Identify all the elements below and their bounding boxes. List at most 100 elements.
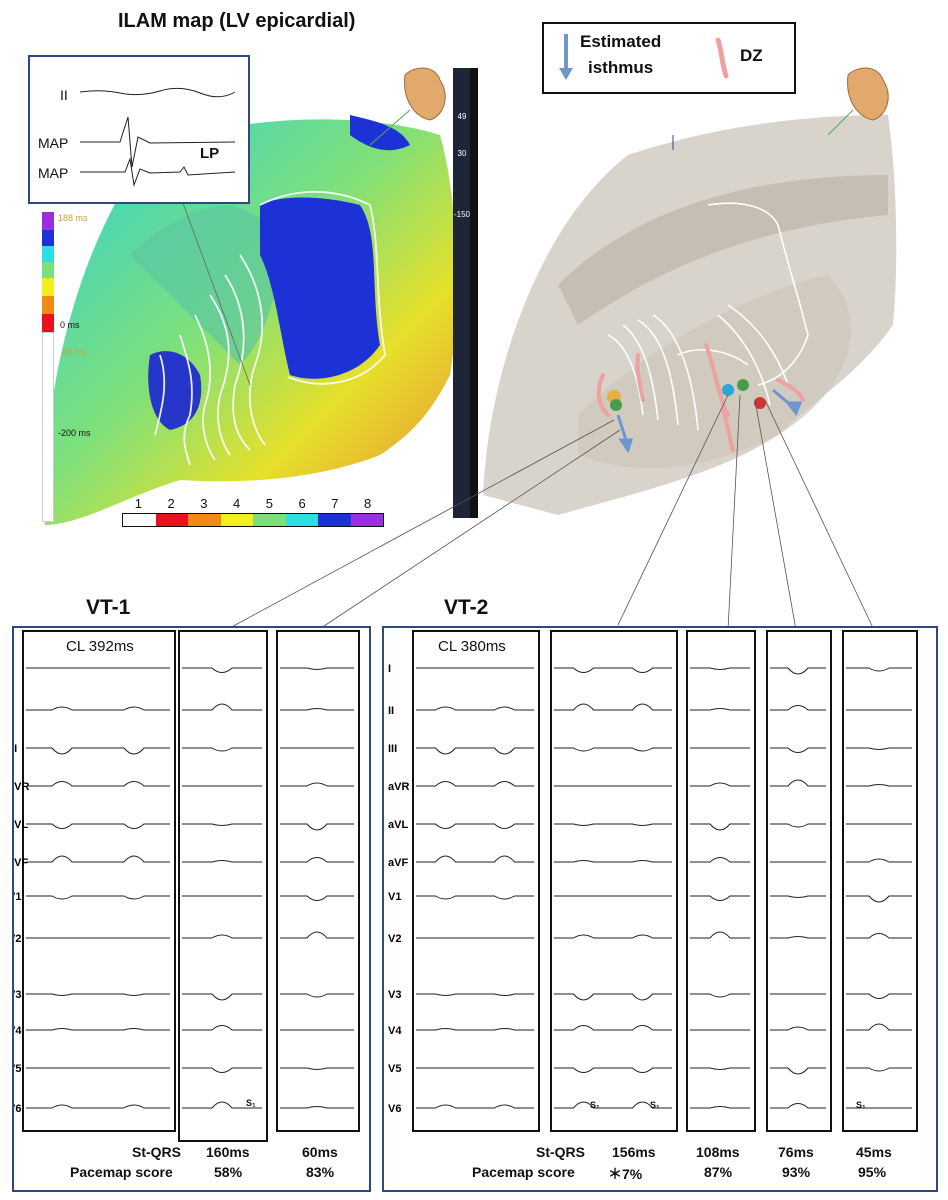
ilam-map — [45, 67, 457, 525]
vt2-st-qrs-value: 45ms — [856, 1144, 892, 1160]
map-divider — [470, 68, 478, 518]
ecg-trace — [280, 931, 354, 939]
vt2-st-qrs-label: St-QRS — [536, 1144, 585, 1160]
vt2-pacemap-score: 95% — [858, 1164, 887, 1180]
ecg-trace — [846, 784, 912, 787]
isochrone-label: 4 — [233, 496, 241, 511]
isthmus-map — [483, 67, 897, 515]
ecg-trace — [846, 858, 912, 863]
inset-row-label: MAP — [38, 135, 69, 151]
vt2-pacemap-score: ＊7% — [608, 1166, 643, 1182]
ecg-trace — [690, 857, 750, 863]
ecg-trace — [554, 1101, 672, 1109]
ecg-trace — [26, 855, 170, 863]
vt1-pacemap-1 — [178, 630, 268, 1142]
lead-label: V2 — [388, 933, 401, 945]
map-toolbar: 49 30 -150 — [453, 68, 471, 518]
vt1-pacemap-score: 58% — [214, 1164, 243, 1180]
ecg-trace — [280, 895, 354, 901]
ecg-trace — [280, 993, 354, 998]
vt2-pacemap-score: 93% — [782, 1164, 811, 1180]
lead-label: aVL — [14, 819, 28, 831]
vt1-title: VT-1 — [86, 596, 131, 619]
ecg-trace — [554, 1067, 672, 1073]
isochrone-swatch — [220, 514, 253, 526]
toolbar-value: -150 — [453, 210, 470, 219]
legend-dz: DZ — [740, 46, 763, 65]
ecg-trace — [770, 936, 826, 939]
ecg-trace — [182, 703, 262, 711]
ecg-trace — [554, 934, 672, 939]
ecg-trace — [770, 1103, 826, 1109]
ecg-trace — [690, 708, 750, 711]
ecg-trace — [846, 933, 912, 939]
lead-label: III — [388, 743, 397, 755]
ecg-trace — [690, 1106, 750, 1109]
ecg-trace — [846, 895, 912, 903]
ecg-trace — [690, 993, 750, 998]
lead-label: V1 — [388, 891, 401, 903]
ecg-trace — [770, 823, 826, 828]
ecg-trace — [26, 823, 170, 829]
vt2-pacemap-1 — [550, 630, 678, 1132]
ecg-trace — [770, 1026, 826, 1031]
ecg-trace — [280, 857, 354, 863]
ecg-trace — [416, 895, 534, 900]
ecg-trace — [554, 993, 672, 1001]
vt2-panel: CL 380ms I II III aVR aVL aVF V1 V2 V3 V4 V5 V6 S₁ … — [382, 626, 938, 1192]
ecg-trace — [554, 1025, 672, 1031]
ecg-trace — [690, 667, 750, 670]
legend-box: Estimated isthmus DZ — [542, 22, 796, 94]
ecg-trace — [690, 823, 750, 831]
dz-mark-icon — [715, 37, 729, 79]
isochrone-label: 1 — [134, 496, 142, 511]
ecg-trace — [554, 667, 672, 673]
vt1-pacemap-label: Pacemap score — [70, 1164, 173, 1180]
isochrone-swatch — [123, 514, 156, 526]
vt2-pacemap-2 — [686, 630, 756, 1132]
ecg-trace — [770, 1067, 826, 1075]
vt2-pacemap-3 — [766, 630, 832, 1132]
vt2-title: VT-2 — [444, 596, 489, 619]
ecg-trace — [770, 705, 826, 711]
ecg-trace — [416, 823, 534, 829]
toolbar-value: 30 — [457, 149, 467, 158]
ecg-trace — [26, 781, 170, 787]
isochrone-label: 8 — [364, 496, 372, 511]
toolbar-value: 49 — [457, 112, 467, 121]
ecg-trace — [846, 1067, 912, 1072]
ecg-trace — [26, 706, 170, 711]
ecg-trace — [280, 1106, 354, 1109]
isochrone-swatch — [253, 514, 286, 526]
ecg-trace — [182, 747, 262, 752]
lead-label: aVL — [388, 819, 408, 831]
lead-label: aVR — [388, 781, 409, 793]
ecg-trace — [690, 931, 750, 939]
ecg-trace — [280, 823, 354, 831]
ecg-trace — [846, 667, 912, 672]
ecg-trace — [554, 747, 672, 752]
isochrone-swatch — [350, 514, 383, 526]
ecg-trace — [182, 1101, 262, 1109]
ecg-trace — [26, 993, 170, 996]
isochrone-label: 5 — [265, 496, 273, 511]
vt2-pacemap-4 — [842, 630, 918, 1132]
ecg-trace — [416, 855, 534, 863]
lead-label: V2 — [14, 933, 21, 945]
ecg-trace — [690, 782, 750, 787]
inset-row-label: II — [60, 87, 68, 103]
ecg-trace — [770, 747, 826, 753]
inset-row-label: MAP — [38, 165, 69, 181]
ecg-trace — [554, 860, 672, 863]
stim-artifact-label: S₁ — [856, 1100, 866, 1110]
ecg-trace — [280, 667, 354, 670]
ecg-trace — [416, 747, 534, 755]
vt2-cycle-length: CL 380ms — [438, 638, 506, 655]
vt1-st-qrs-label: St-QRS — [132, 1144, 181, 1160]
isochrone-label: 6 — [298, 496, 306, 511]
figure-title: ILAM map (LV epicardial) — [118, 10, 356, 32]
ecg-trace — [416, 781, 534, 787]
lead-label: aVF — [388, 857, 408, 869]
